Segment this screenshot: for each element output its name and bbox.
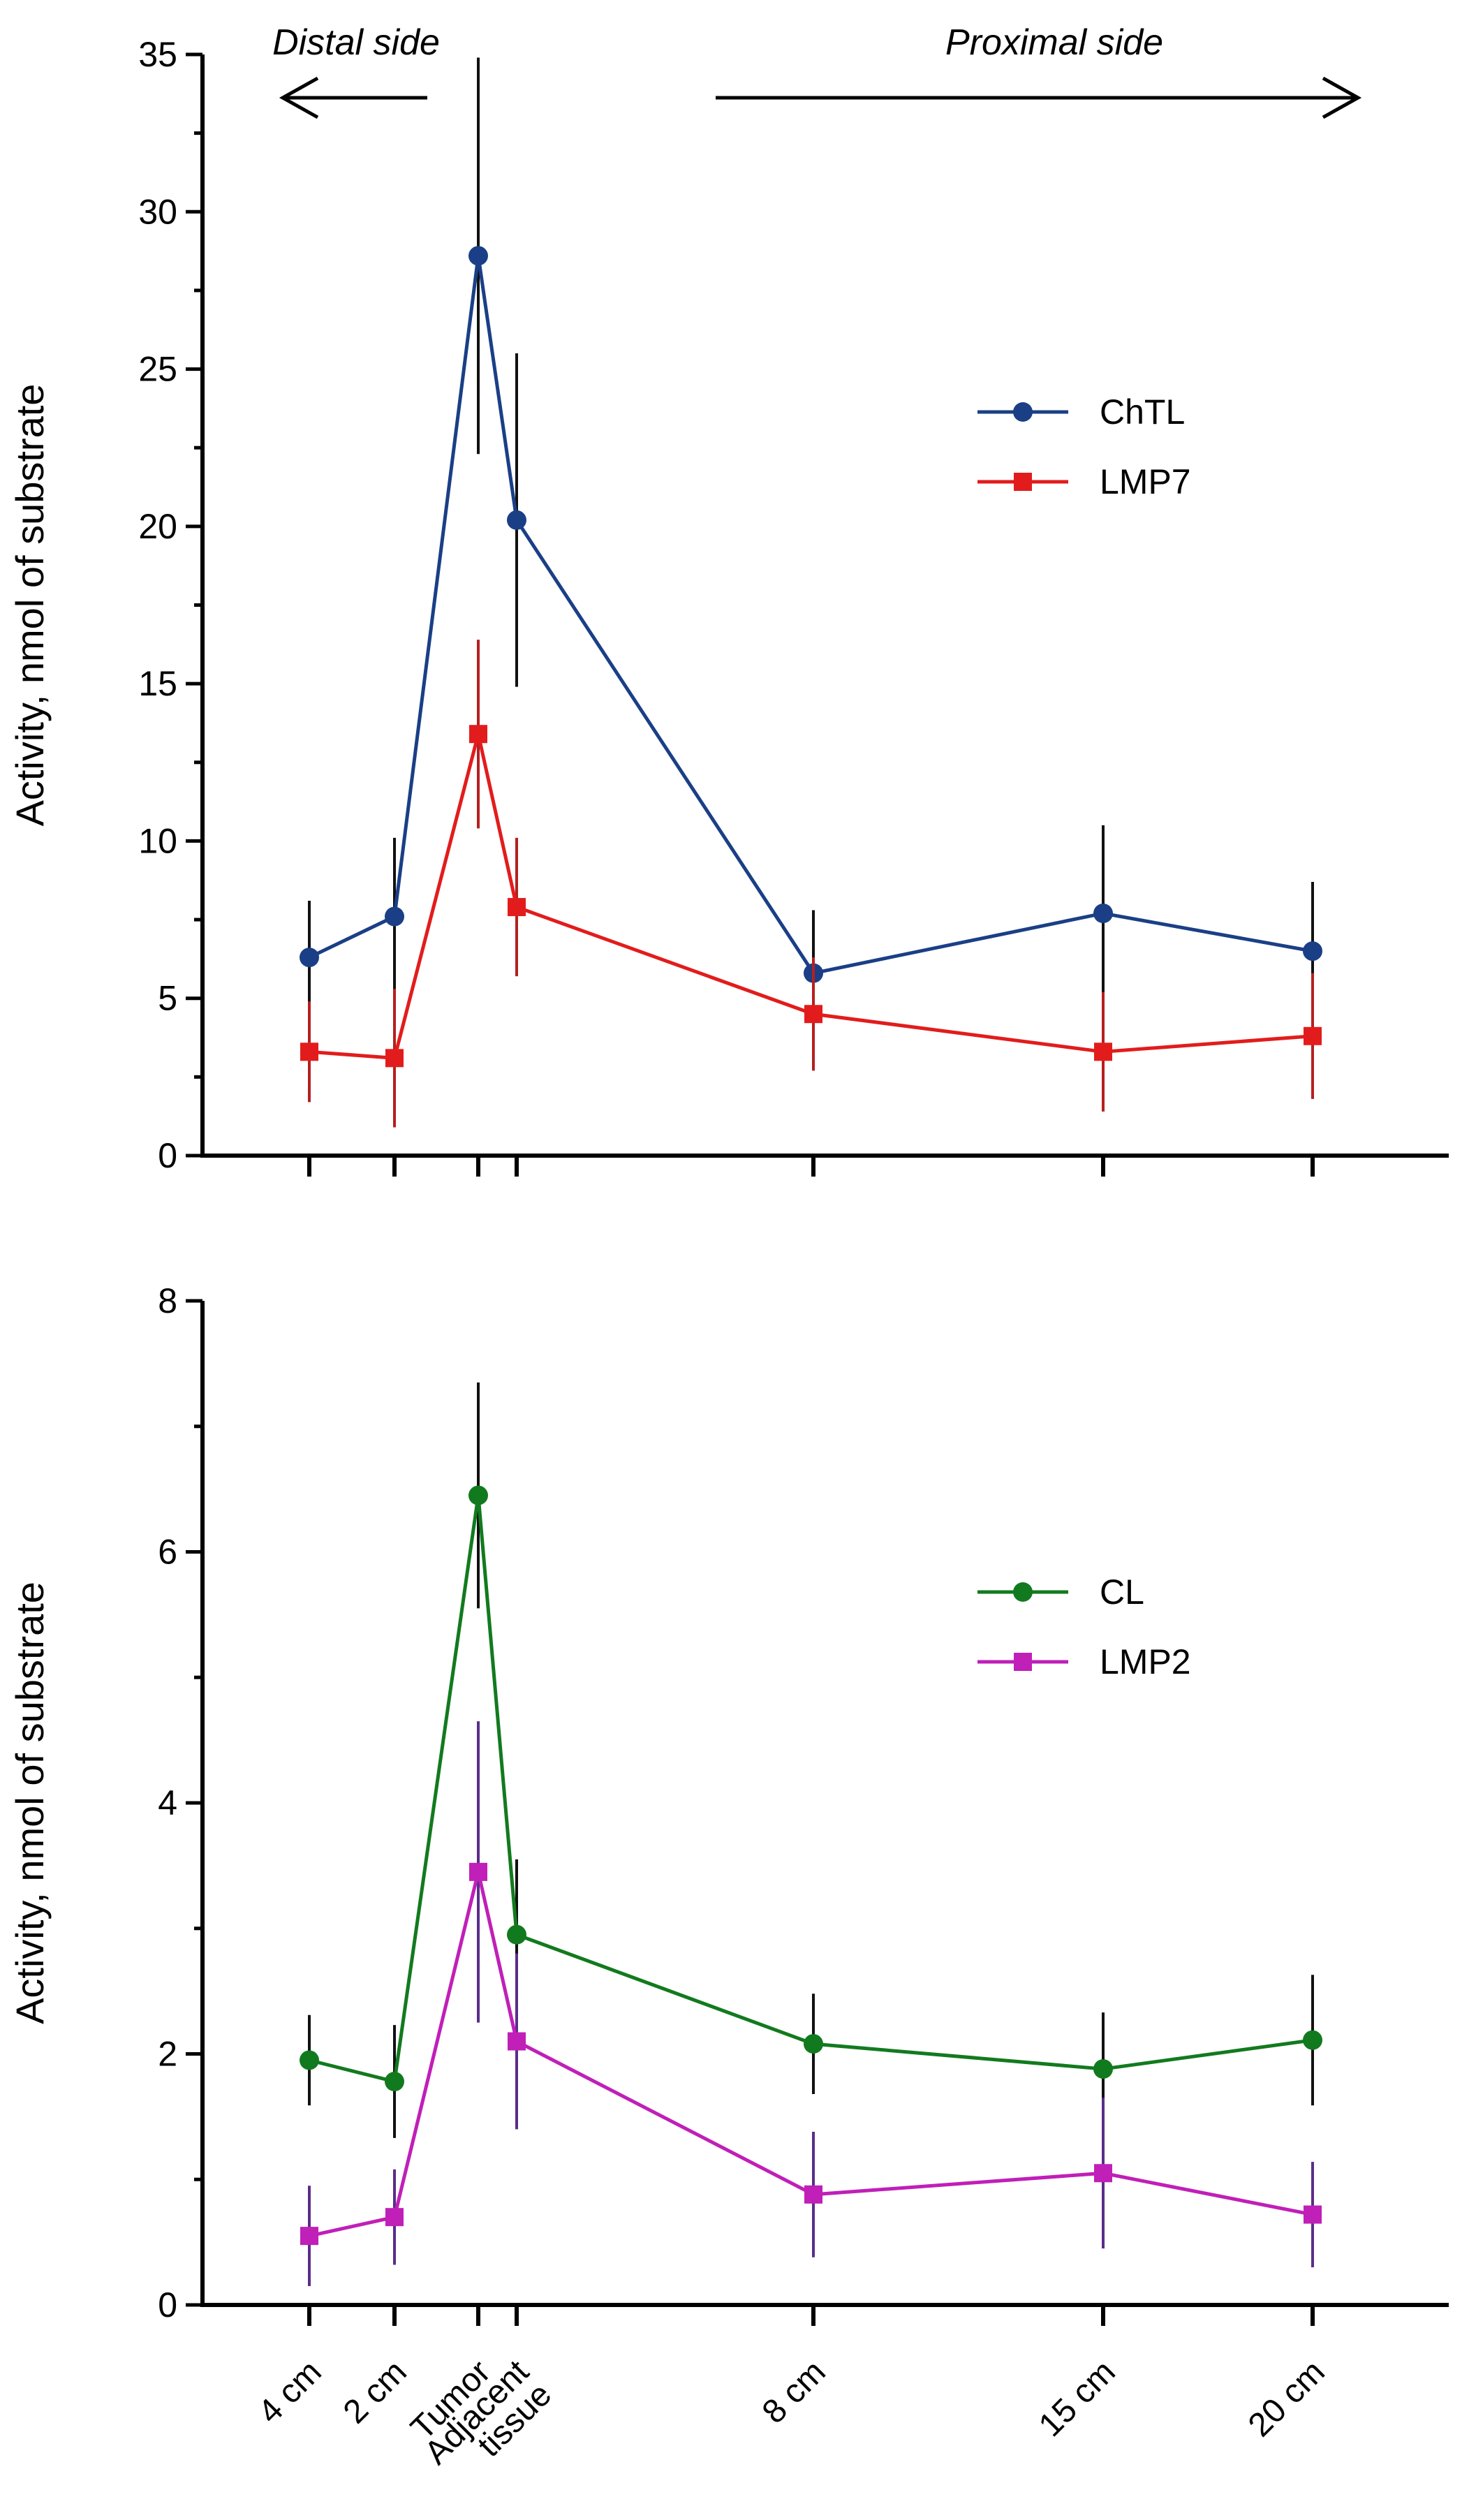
cl-legend-label: CL [1100, 1572, 1144, 1612]
y-tick-label: 0 [158, 2285, 177, 2324]
cl-line [309, 1494, 1313, 2084]
lmp7-legend-label: LMP7 [1100, 462, 1191, 501]
lmp2-point [469, 1862, 487, 1881]
lmp2-line [309, 1870, 1313, 2238]
chart-panel-top: 0 5 10 15 20 25 30 35 Activity, nmol of substrat… [8, 35, 1449, 1177]
chtl-point [385, 906, 404, 927]
lmp7-point [804, 1005, 822, 1024]
distal-side-label: Distal side [272, 22, 440, 63]
lmp2-point [300, 2227, 318, 2246]
lmp2-legend-marker [1014, 1653, 1032, 1671]
chtl-point [1303, 941, 1322, 961]
x-category-label-15-cm: 15 cm [1032, 2353, 1123, 2444]
y-tick-label: 25 [138, 350, 177, 389]
y-tick-label: 4 [158, 1783, 177, 1822]
cl-point [804, 2034, 823, 2054]
cl-point [1093, 2059, 1113, 2079]
x-category-label-2-cm: 2 cm [337, 2353, 414, 2431]
x-category-label-4-cm: 4 cm [251, 2353, 329, 2431]
y-tick-label: 8 [158, 1281, 177, 1320]
cl-legend-marker [1013, 1582, 1033, 1602]
chtl-legend-marker [1013, 402, 1033, 422]
lmp2-point [1094, 2164, 1112, 2183]
lmp2-point [1304, 2205, 1322, 2224]
cl-point [468, 1485, 488, 1505]
y-tick-label: 15 [138, 664, 177, 703]
chtl-point [507, 510, 526, 530]
y-tick-label: 30 [138, 192, 177, 231]
cl-point [1303, 2030, 1322, 2050]
y-axis-title: Activity, nmol of substrate [8, 384, 52, 827]
x-category-label-8-cm: 8 cm [755, 2353, 833, 2431]
lmp7-point [508, 898, 526, 917]
lmp7-point [1094, 1042, 1112, 1061]
y-axis-title: Activity, nmol of substrate [8, 1582, 52, 2024]
proximal-arrow-head [1322, 76, 1362, 119]
y-tick-label: 35 [138, 35, 177, 74]
y-tick-label: 0 [158, 1136, 177, 1175]
cl-point [507, 1924, 526, 1945]
lmp7-point [300, 1042, 318, 1061]
chtl-line [308, 253, 1313, 975]
lmp2-legend-label: LMP2 [1100, 1642, 1191, 1681]
x-category-label-adjacent-tissue: Adjacenttissue [418, 2353, 559, 2494]
y-tick-label: 20 [138, 507, 177, 546]
cl-point [300, 2050, 319, 2070]
lmp7-legend-marker [1014, 473, 1032, 491]
y-tick-label: 10 [138, 821, 177, 860]
lmp7-point [469, 725, 487, 744]
y-tick-label: 5 [158, 979, 177, 1018]
chtl-point [1093, 904, 1113, 924]
lmp2-point [385, 2208, 404, 2227]
x-category-label-20-cm: 20 cm [1241, 2353, 1332, 2444]
chtl-legend-label: ChTL [1100, 392, 1185, 432]
proximal-side-label: Proximal side [945, 22, 1163, 63]
y-tick-label: 2 [158, 2035, 177, 2074]
side-annotations: Distal side Proximal side [272, 22, 1362, 119]
chart-panel-bottom: 0 2 4 6 8 Activity, nmol of substrate CL LMP2 [8, 1281, 1449, 2326]
cl-point [385, 2072, 404, 2092]
chtl-point [300, 948, 319, 968]
lmp7-point [1304, 1026, 1322, 1045]
chtl-point [468, 246, 488, 266]
lmp2-point [508, 2032, 526, 2051]
lmp2-point [804, 2185, 822, 2204]
y-tick-label: 6 [158, 1533, 177, 1572]
lmp7-point [385, 1049, 404, 1068]
distal-arrow-head [279, 76, 319, 119]
